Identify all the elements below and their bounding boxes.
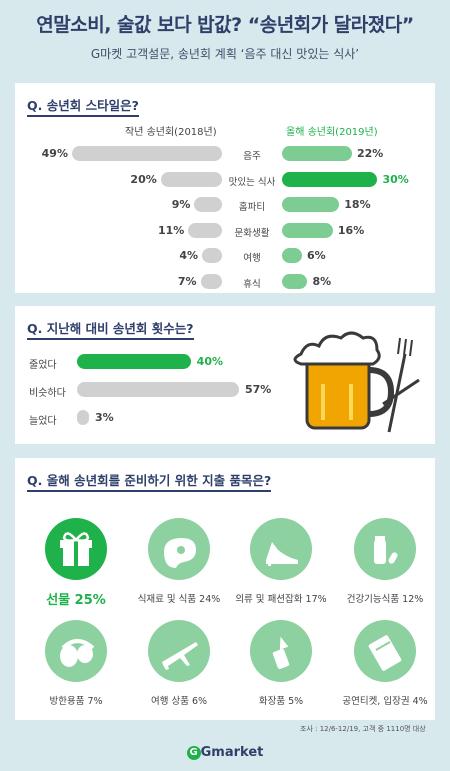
freq-bar [77, 354, 191, 369]
prev-bar [202, 248, 222, 263]
prev-value: 7% [177, 274, 197, 288]
prev-bar [200, 273, 222, 289]
spending-label: 여행 상품 6% [150, 696, 208, 707]
page-subtitle: G마켓 고객설문, 송년회 계획 ‘음주 대신 맛있는 식사’ [90, 47, 360, 61]
curr-value: 30% [382, 172, 409, 186]
spending-circle [148, 620, 210, 682]
curr-bar [282, 248, 302, 263]
freq-label: 늘었다 [29, 416, 57, 427]
freq-value: 40% [196, 355, 224, 368]
spending-label: 선물 25% [46, 593, 106, 608]
row-label: 여행 [243, 253, 261, 264]
curr-value: 6% [307, 249, 326, 262]
prev-year-header: 작년 송년회(2018년) [125, 127, 217, 138]
spending-card: Q. 올해 송년회를 준비하기 위한 지출 품목은? 선물 25% 식재료 및 식… [15, 458, 435, 720]
spending-circle [45, 518, 107, 580]
prev-bar [194, 197, 222, 212]
freq-bar [77, 382, 239, 397]
spending-label: 공연티켓, 입장권 4% [342, 696, 428, 707]
curr-value: 8% [312, 274, 332, 288]
curr-value: 18% [344, 198, 371, 211]
curr-bar [282, 222, 333, 238]
ticket-icon [368, 635, 402, 671]
brand-text: Gmarket [200, 745, 264, 760]
frequency-card: Q. 지난해 대비 송년회 횟수는? 줄었다 40% 비슷하다 57% 늘었다 3% [15, 306, 435, 444]
spending-label: 건강기능식품 12% [346, 594, 424, 605]
freq-bar [77, 410, 89, 425]
prev-bar [160, 171, 222, 187]
spending-circle [250, 620, 312, 682]
freq-value: 57% [245, 383, 272, 396]
style-question: Q. 송년회 스타일은? [27, 95, 139, 117]
freq-label: 비슷하다 [29, 388, 66, 399]
curr-bar [282, 273, 308, 289]
curr-bar [282, 197, 340, 212]
spending-label: 화장품 5% [258, 696, 304, 707]
spending-circle [354, 518, 416, 580]
frequency-question: Q. 지난해 대비 송년회 횟수는? [27, 318, 194, 340]
row-label: 휴식 [243, 278, 261, 290]
curr-value: 16% [337, 223, 365, 237]
spending-circle [354, 620, 416, 682]
spending-label: 식재료 및 식품 24% [137, 594, 221, 605]
prev-value: 4% [179, 249, 198, 262]
earmuff-icon [60, 639, 95, 667]
spending-label: 방한용품 7% [49, 696, 103, 707]
steak-icon [164, 538, 196, 568]
row-label: 음주 [243, 151, 261, 162]
airplane-icon [162, 642, 198, 670]
row-label: 맛있는 식사 [228, 176, 276, 188]
curr-year-header: 올해 송년회(2019년) [286, 127, 378, 138]
gmarket-logo: G Gmarket [0, 742, 450, 761]
lipstick-icon [272, 636, 290, 669]
curr-value: 22% [357, 147, 384, 160]
row-label: 문화생활 [234, 227, 270, 239]
gift-icon [60, 532, 92, 566]
row-label: 홈파티 [238, 202, 266, 213]
survey-note: 조사 : 12/6-12/19, 고객 중 1110명 대상 [300, 725, 426, 733]
prev-value: 11% [157, 223, 185, 237]
curr-bar [282, 171, 378, 187]
freq-value: 3% [95, 411, 114, 424]
spending-circle [148, 518, 210, 580]
curr-bar [282, 146, 352, 161]
prev-value: 20% [130, 172, 157, 186]
spending-circle [250, 518, 312, 580]
prev-value: 49% [41, 147, 68, 160]
freq-label: 줄었다 [29, 360, 57, 371]
prev-bar [72, 146, 222, 161]
page-title: 연말소비, 술값 보다 밥값? “송년회가 달라졌다” [36, 14, 414, 36]
beer-icon [293, 331, 420, 433]
supplement-icon [374, 536, 398, 564]
spending-question: Q. 올해 송년회를 준비하기 위한 지출 품목은? [27, 470, 272, 492]
shoe-icon [266, 542, 298, 566]
style-card: Q. 송년회 스타일은? 작년 송년회(2018년) 올해 송년회(2019년)… [15, 83, 435, 293]
spending-label: 의류 및 패션잡화 17% [235, 594, 327, 605]
spending-circle [45, 620, 107, 682]
prev-value: 9% [171, 198, 191, 211]
prev-bar [188, 222, 222, 238]
